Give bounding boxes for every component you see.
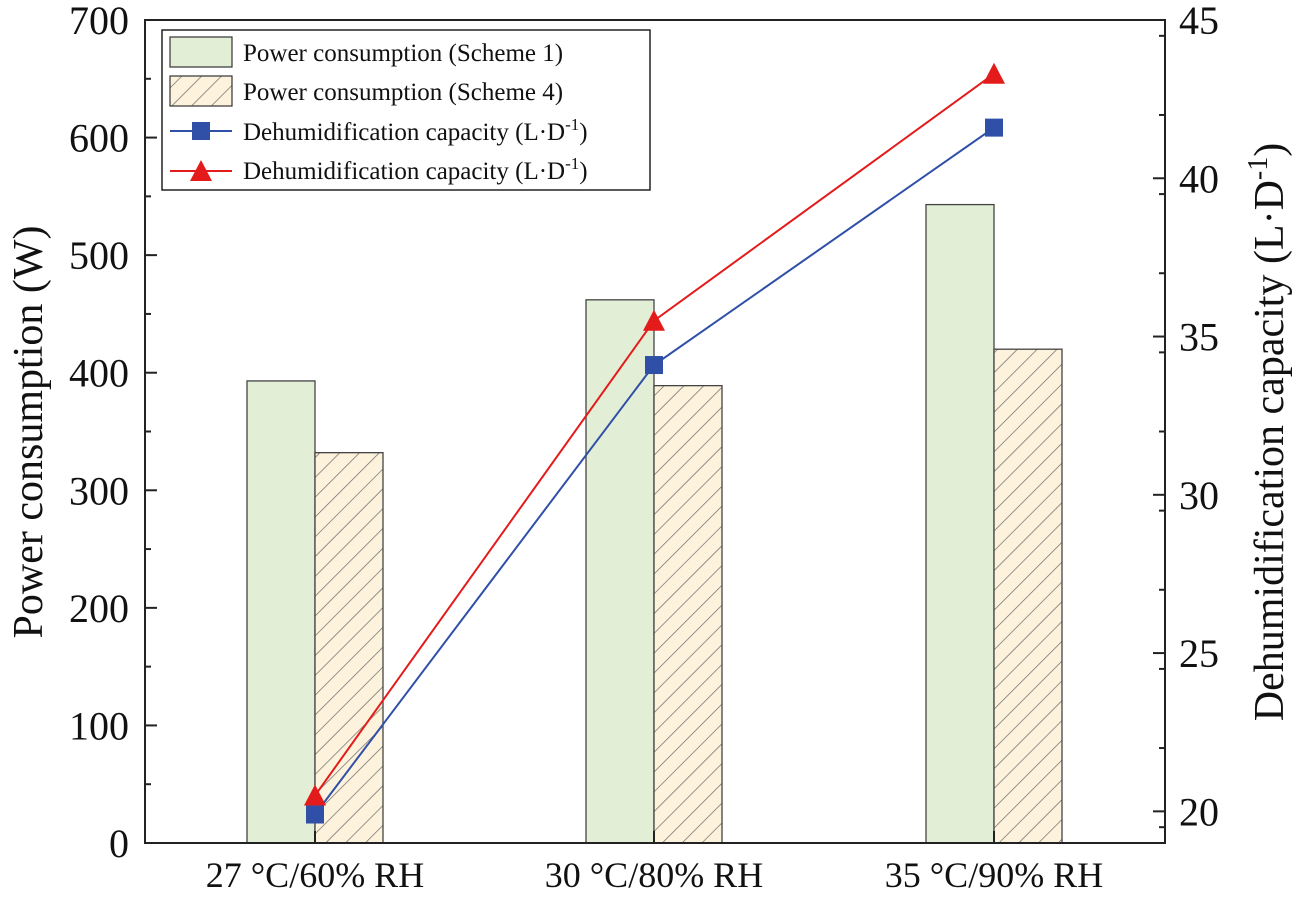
bar-scheme1-0 [246, 380, 316, 844]
x-tick-label-0: 27 °C/60% RH [206, 855, 424, 895]
marker-triangle-2 [983, 62, 1005, 84]
right-axis-title-superscript: -1 [1243, 157, 1274, 180]
marker-square-2 [985, 118, 1003, 137]
legend-label-blue: Dehumidification capacity (L·D-1) [243, 115, 588, 146]
right-tick-label-4: 40 [1179, 156, 1219, 201]
legend-label-red-superscript: -1 [565, 154, 579, 173]
right-tick-label-0: 20 [1179, 789, 1219, 834]
legend-label-blue-superscript: -1 [565, 115, 579, 134]
left-tick-label-3: 300 [69, 468, 129, 513]
bar-scheme1-1 [585, 299, 655, 844]
marker-triangle-0 [304, 784, 326, 806]
right-tick-label-2: 30 [1179, 473, 1219, 518]
left-tick-label-4: 400 [69, 351, 129, 396]
right-axis-title-prefix: Dehumidification capacity (L·D [1247, 180, 1293, 721]
left-tick-label-7: 700 [69, 0, 129, 43]
x-tick-label-1: 30 °C/80% RH [545, 855, 763, 895]
left-tick-label-5: 500 [69, 233, 129, 278]
legend-label-scheme1: Power consumption (Scheme 1) [243, 40, 563, 67]
left-tick-label-2: 200 [69, 586, 129, 631]
left-tick-label-6: 600 [69, 116, 129, 161]
left-tick-label-1: 100 [69, 703, 129, 748]
bar-scheme1-2 [925, 203, 995, 844]
legend-swatch-scheme4 [169, 75, 233, 107]
marker-triangle-1 [643, 309, 665, 331]
legend-label-red-suffix: ) [579, 158, 587, 185]
left-axis-title: Power consumption (W) [6, 226, 52, 639]
lines-layer [304, 62, 1005, 824]
legend-marker-square-icon [192, 122, 210, 140]
legend-box [161, 29, 651, 191]
right-tick-label-3: 35 [1179, 315, 1219, 360]
bar-scheme4-0 [314, 452, 384, 844]
bar-scheme4-1 [653, 384, 723, 844]
legend-label-red-prefix: Dehumidification capacity (L·D [243, 158, 565, 185]
legend-swatch-scheme1 [169, 36, 233, 68]
legend-label-blue-suffix: ) [579, 119, 587, 146]
legend: Power consumption (Scheme 1) Power consu… [161, 29, 651, 191]
marker-square-0 [306, 805, 324, 824]
bar-scheme4-2 [993, 348, 1063, 844]
right-tick-label-5: 45 [1179, 0, 1219, 43]
legend-label-red: Dehumidification capacity (L·D-1) [243, 154, 588, 185]
legend-label-blue-prefix: Dehumidification capacity (L·D [243, 119, 565, 146]
marker-square-1 [645, 356, 663, 375]
bars-layer [246, 203, 1063, 844]
right-axis-title: Dehumidification capacity (L·D-1) [1243, 143, 1293, 721]
legend-marker-triangle-icon [190, 160, 212, 181]
legend-label-scheme4: Power consumption (Scheme 4) [243, 79, 563, 106]
x-tick-label-2: 35 °C/90% RH [885, 855, 1103, 895]
right-axis-title-suffix: ) [1247, 143, 1293, 157]
ticks-layer: 0 100 200 300 400 500 600 700 20 25 30 35 40 45 27 °C/… [69, 0, 1219, 895]
left-tick-label-0: 0 [109, 821, 129, 866]
right-tick-label-1: 25 [1179, 631, 1219, 676]
